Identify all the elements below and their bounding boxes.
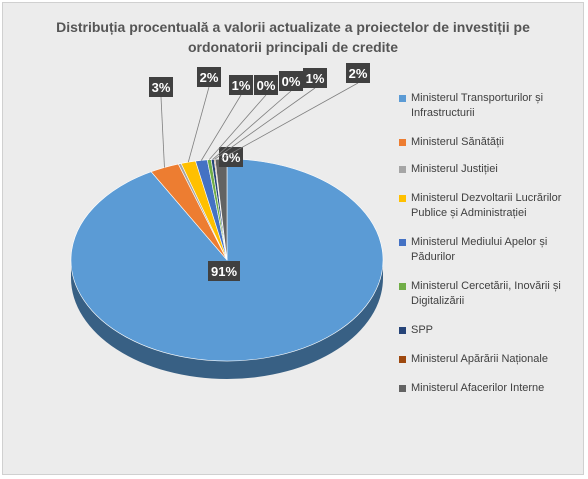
data-label-box-6: [279, 71, 303, 91]
leader-line-7: [214, 87, 316, 160]
legend-swatch: [399, 239, 406, 246]
legend-swatch: [399, 95, 406, 102]
data-label-2: 0%: [222, 150, 241, 165]
legend-item: Ministerul Mediului Apelor și Pădurilor: [399, 235, 587, 265]
leader-line-8: [220, 82, 359, 160]
legend-swatch: [399, 139, 406, 146]
legend-swatch: [399, 385, 406, 392]
legend-label: SPP: [411, 324, 434, 336]
data-label-box-8: [346, 63, 370, 83]
legend-swatch: [399, 327, 406, 334]
legend-label: Ministerul Dezvoltarii Lucrărilor Public…: [411, 192, 562, 219]
legend-item: Ministerul Sănătății: [399, 135, 587, 150]
pie-slices: [70, 158, 384, 362]
legend-item: Ministerul Dezvoltarii Lucrărilor Public…: [399, 191, 587, 221]
legend-label: Ministerul Afacerilor Interne: [411, 382, 545, 394]
legend-swatch: [399, 195, 406, 202]
leader-line-4: [201, 94, 242, 161]
pie-side-wall: [71, 260, 383, 379]
data-label-5: 0%: [257, 78, 276, 93]
legend-label: Ministerul Mediului Apelor și Pădurilor: [411, 236, 548, 263]
legend: Ministerul Transporturilor și Infrastruc…: [399, 91, 587, 396]
data-label-7: 1%: [306, 71, 325, 86]
data-label-box-4: [229, 75, 253, 95]
data-label-0: 91%: [211, 264, 237, 279]
legend-item: Ministerul Apărării Naționale: [399, 352, 587, 367]
leader-line-5: [208, 94, 267, 160]
data-labels: 91% 3% 0% 2% 1% 0% 0% 1% 2%: [149, 63, 370, 281]
legend-label: Ministerul Justiției: [411, 163, 498, 175]
chart-title: Distribuția procentuală a valorii actual…: [56, 19, 530, 55]
legend-item: Ministerul Justiției: [399, 162, 587, 177]
legend-label: Ministerul Cercetării, Inovării și Digit…: [411, 280, 561, 307]
data-label-box-5: [254, 75, 278, 95]
data-label-box-1: [149, 77, 173, 97]
data-label-6: 0%: [282, 74, 301, 89]
legend-label: Ministerul Sănătății: [411, 136, 504, 148]
leader-line-6: [212, 90, 292, 160]
chart-area: Distribuția procentuală a valorii actual…: [2, 2, 584, 475]
legend-swatch: [399, 356, 406, 363]
pie-side-0: [71, 260, 383, 379]
legend-label: Ministerul Transporturilor și Infrastruc…: [411, 92, 544, 119]
data-label-box-0: [208, 261, 240, 281]
data-label-8: 2%: [349, 66, 368, 81]
data-label-4: 1%: [232, 78, 251, 93]
data-label-box-7: [303, 68, 327, 88]
leader-line-3: [187, 86, 210, 163]
legend-item: Ministerul Transporturilor și Infrastruc…: [399, 91, 587, 121]
legend-swatch: [399, 166, 406, 173]
legend-swatch: [399, 283, 406, 290]
leader-line-1: [160, 96, 165, 168]
legend-item: Ministerul Afacerilor Interne: [399, 381, 587, 396]
legend-label: Ministerul Apărării Naționale: [411, 353, 548, 365]
data-label-3: 2%: [200, 70, 219, 85]
legend-item: Ministerul Cercetării, Inovării și Digit…: [399, 279, 587, 309]
legend-item: SPP: [399, 323, 587, 338]
data-label-box-3: [197, 67, 221, 87]
data-label-1: 3%: [152, 80, 171, 95]
pie-chart: 91% 3% 0% 2% 1% 0% 0% 1% 2%: [70, 63, 384, 379]
